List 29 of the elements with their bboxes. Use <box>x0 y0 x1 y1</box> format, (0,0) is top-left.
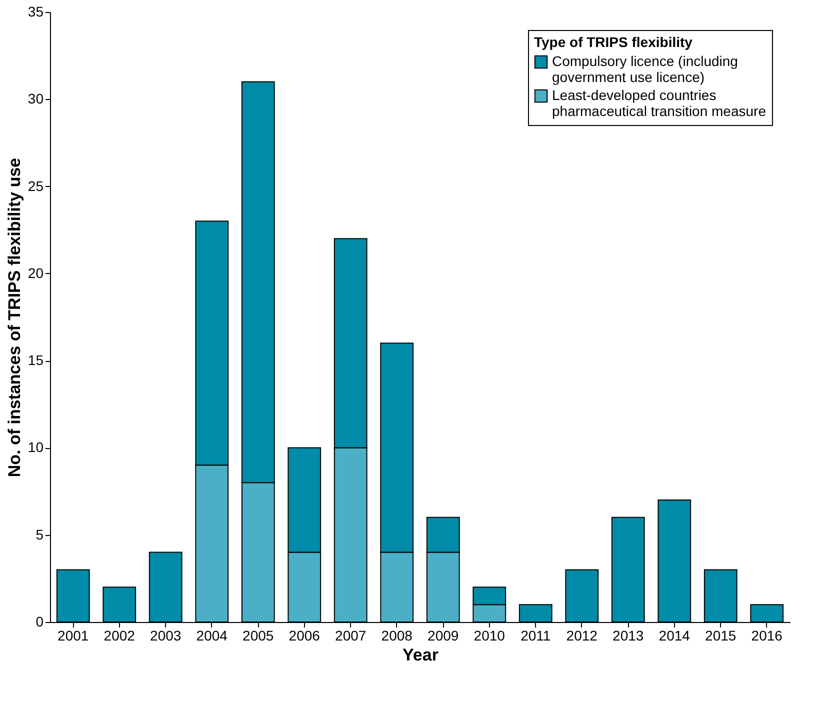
y-tick-label: 5 <box>36 526 44 542</box>
x-axis-title: Year <box>402 646 439 664</box>
x-tick-label: 2010 <box>474 628 506 644</box>
x-tick-label: 2005 <box>242 628 274 644</box>
x-tick-label: 2006 <box>288 628 320 644</box>
x-tick-label: 2012 <box>566 628 598 644</box>
y-tick-label: 15 <box>28 352 44 368</box>
x-tick-label: 2016 <box>751 628 783 644</box>
y-tick-label: 10 <box>28 439 44 456</box>
legend-title: Type of TRIPS flexibility <box>534 34 693 50</box>
y-tick-label: 0 <box>36 614 44 630</box>
legend-label: Compulsory licence (including government use licence) <box>552 53 738 85</box>
legend-label: Least-developed countries pharmaceutical transition measure <box>552 87 766 119</box>
x-tick-label: 2014 <box>658 628 690 644</box>
x-tick-label: 2009 <box>428 628 459 644</box>
x-tick-label: 2015 <box>705 628 736 644</box>
y-axis-title: No. of instances of TRIPS flexibility use <box>4 158 24 478</box>
x-tick-label: 2011 <box>520 628 551 644</box>
x-tick-label: 2003 <box>150 628 182 644</box>
x-tick-label: 2002 <box>104 628 136 644</box>
y-tick-label: 35 <box>28 4 44 20</box>
x-tick-label: 2001 <box>58 628 89 644</box>
y-tick-label: 20 <box>28 264 44 281</box>
x-tick-label: 2004 <box>196 628 228 644</box>
y-tick-label: 25 <box>28 178 44 194</box>
y-tick-label: 30 <box>28 90 44 107</box>
x-tick-label: 2007 <box>335 628 366 644</box>
x-tick-label: 2008 <box>381 628 413 644</box>
x-tick-label: 2013 <box>612 628 644 644</box>
